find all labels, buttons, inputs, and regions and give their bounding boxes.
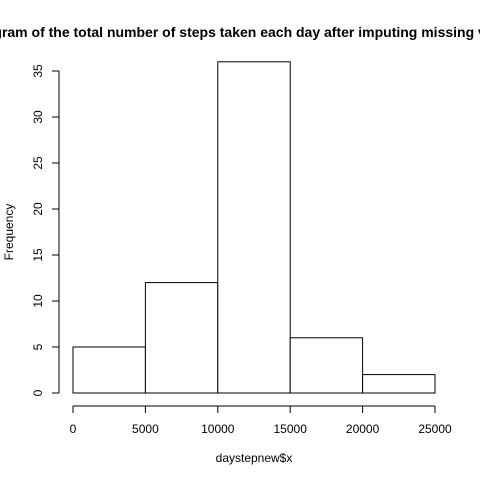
x-axis: 0 5000 10000 15000 20000 25000 [70,405,452,436]
x-tick-label: 0 [70,422,77,436]
x-tick-label: 10000 [201,422,235,436]
histogram-bar-0 [72,346,146,394]
histogram-bar-3 [289,337,364,394]
chart-title: Histogram of the total number of steps t… [0,24,480,40]
x-tick-label: 20000 [346,422,380,436]
y-tick-label: 25 [31,156,45,170]
histogram-bar-4 [362,374,436,394]
histogram-bar-2 [217,61,291,394]
x-tick-label: 15000 [274,422,308,436]
y-tick-label: 35 [31,64,45,78]
x-axis-label: daystepnew$x [216,451,293,465]
y-tick-label: 10 [31,294,45,308]
y-tick-label: 5 [31,343,45,350]
y-tick-label: 0 [31,389,45,396]
x-tick-label: 25000 [418,422,452,436]
y-axis: 0 5 10 15 20 25 30 35 [31,64,60,396]
y-tick-label: 20 [31,202,45,216]
x-tick-label: 5000 [132,422,159,436]
y-tick-label: 30 [31,110,45,124]
histogram-bars [72,61,436,394]
y-axis-label: Frequency [2,204,16,261]
y-tick-label: 15 [31,248,45,262]
histogram-bar-1 [144,282,219,394]
